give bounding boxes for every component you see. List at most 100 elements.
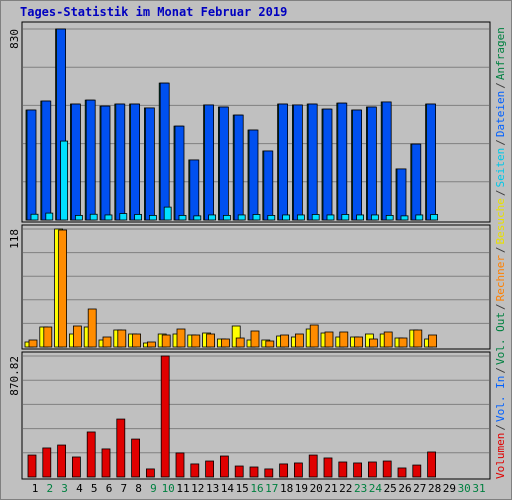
panel (21, 351, 491, 480)
bar (75, 214, 83, 221)
bar (294, 333, 304, 348)
bar (234, 465, 244, 478)
legend-entry: / (494, 82, 507, 89)
legend-entry: Vol. In (494, 376, 507, 422)
bar (145, 468, 155, 478)
legend-entry: / (494, 246, 507, 253)
x-tick-label: 22 (339, 482, 352, 495)
bar (144, 107, 155, 221)
bar (307, 103, 318, 221)
bar (43, 326, 53, 348)
legend: Volumen/Vol. In/Vol. Out/Rechner/Besuche… (494, 27, 507, 479)
x-tick-label: 21 (324, 482, 337, 495)
bar (204, 104, 215, 221)
x-tick-label: 8 (135, 482, 142, 495)
panel (21, 224, 491, 350)
bar (89, 213, 98, 221)
legend-entry: Seiten (494, 148, 507, 188)
bar (339, 331, 349, 348)
bar (191, 334, 201, 348)
bar (367, 461, 377, 478)
x-tick-label: 30 (458, 482, 471, 495)
bar (163, 206, 172, 221)
bar (178, 214, 187, 221)
bar (115, 103, 126, 221)
bar (119, 213, 128, 221)
bar (160, 355, 170, 478)
bar (413, 329, 423, 348)
bar (353, 462, 363, 478)
x-tick-label: 15 (236, 482, 249, 495)
x-tick-label: 4 (76, 482, 83, 495)
bar (233, 114, 244, 221)
bar (430, 214, 439, 221)
chart-title: Tages-Statistik im Monat Februar 2019 (20, 5, 287, 19)
x-tick-label: 19 (295, 482, 308, 495)
bar (338, 461, 348, 478)
bar (102, 336, 112, 348)
bar (72, 456, 81, 478)
bar (427, 451, 437, 478)
bar (366, 106, 377, 221)
x-tick-label: 14 (221, 482, 235, 495)
bar (383, 331, 393, 348)
x-tick-label: 28 (428, 482, 441, 495)
bar (352, 109, 363, 221)
bar (86, 431, 96, 478)
bar (208, 214, 217, 221)
bar (42, 447, 52, 478)
bar (296, 214, 305, 221)
bar (193, 215, 202, 221)
bar (323, 457, 333, 478)
bar (293, 462, 303, 478)
bar (356, 214, 365, 221)
legend-entry: Anfragen (494, 27, 507, 80)
bar (219, 455, 229, 478)
bar (205, 460, 215, 478)
bar (249, 466, 259, 478)
x-tick-label: 27 (413, 482, 426, 495)
bar (146, 341, 156, 348)
bar (282, 214, 291, 221)
bar (385, 214, 394, 221)
bar (206, 333, 216, 348)
bar (368, 338, 378, 348)
bar (397, 467, 407, 478)
bar (131, 438, 141, 478)
x-tick-label: 13 (206, 482, 219, 495)
bar (311, 214, 320, 221)
bar (27, 454, 37, 478)
bar (326, 214, 335, 221)
legend-entry: Besuche (494, 198, 507, 244)
x-tick-label: 18 (280, 482, 293, 495)
x-tick-label: 6 (106, 482, 113, 495)
x-tick-label: 20 (310, 482, 323, 495)
bar (41, 100, 52, 221)
bar (267, 214, 276, 221)
bar (132, 333, 142, 348)
bar (45, 212, 54, 221)
x-tick-label: 25 (384, 482, 397, 495)
bar (280, 334, 290, 348)
bar (309, 324, 319, 348)
bar (174, 125, 185, 221)
legend-entry: / (494, 367, 507, 374)
bar (354, 336, 364, 348)
x-tick-label: 12 (191, 482, 204, 495)
bar (237, 214, 246, 221)
bar (28, 339, 38, 348)
bar (248, 129, 259, 221)
bar (411, 143, 422, 221)
bar (60, 140, 68, 221)
bar (252, 214, 261, 221)
bar (412, 464, 422, 478)
bar (130, 103, 141, 221)
x-tick-label: 1 (32, 482, 39, 495)
bar (159, 82, 170, 221)
bar (263, 150, 274, 221)
bar (381, 101, 392, 221)
x-tick-label: 2 (46, 482, 53, 495)
x-tick-label: 5 (91, 482, 98, 495)
bar (30, 213, 39, 221)
